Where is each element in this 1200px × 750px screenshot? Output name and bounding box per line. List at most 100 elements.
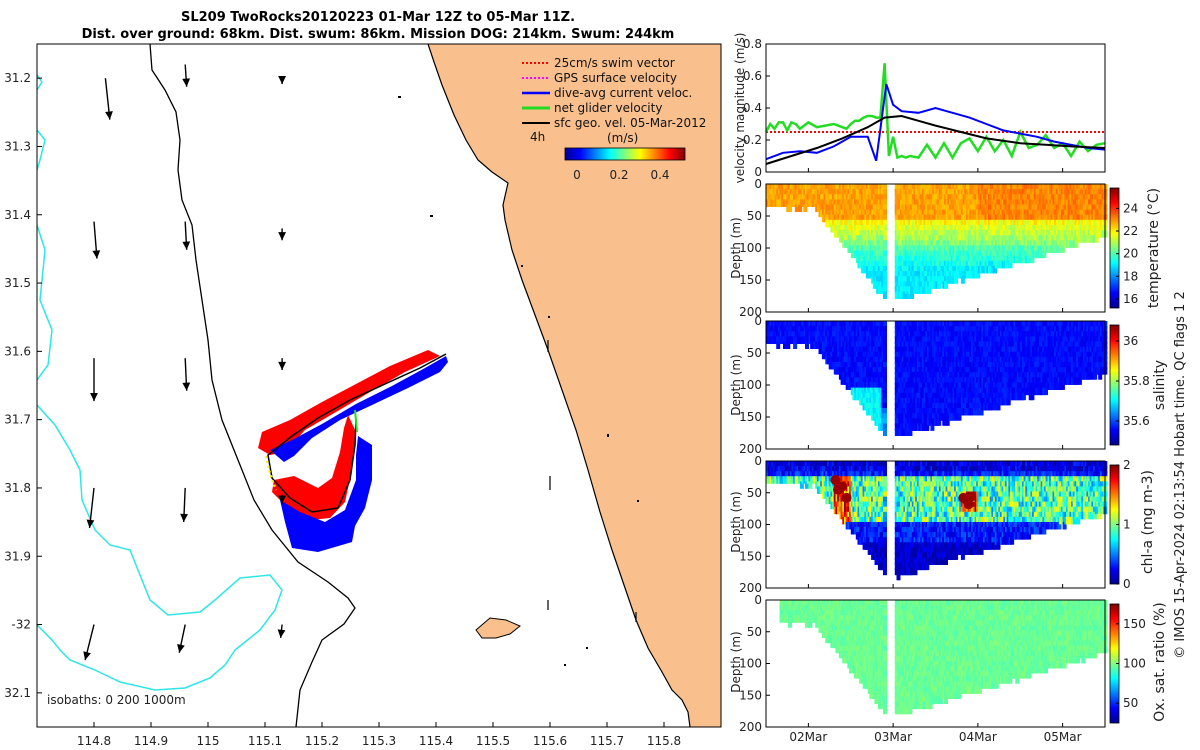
section-cell: [1005, 260, 1009, 269]
track-red-loop: [272, 415, 356, 520]
section-cell: [883, 281, 887, 289]
section-cell: [883, 225, 887, 233]
velocity-series-line: [765, 114, 1106, 165]
velocity-y-axis: 00.20.40.60.8: [743, 37, 1064, 179]
section-cell: [883, 240, 887, 248]
section-cell: [803, 204, 808, 212]
section-cell: [883, 219, 887, 228]
geo-vector-head: [278, 495, 287, 504]
section-cell: [976, 271, 981, 279]
geo-vector-head: [278, 232, 287, 241]
section-cell: [883, 184, 887, 192]
section-cell: [798, 204, 803, 212]
land-area: [428, 44, 721, 727]
geo-vector-head: [277, 629, 286, 638]
track-blue-fringe: [270, 356, 448, 462]
velocity-ylabel: velocity magnitude (m/s): [733, 33, 747, 184]
map-y-tick-label: 31.5: [4, 276, 31, 290]
geo-vector-head: [180, 513, 188, 523]
time-scale-label: 4h: [530, 130, 545, 144]
section-cell: [883, 199, 887, 207]
section-cell: [954, 276, 959, 284]
colorbar-tick-label: 22: [1123, 224, 1138, 238]
map-y-tick-label: 31.7: [4, 413, 31, 427]
velocity-y-tick-label: 0: [754, 165, 762, 179]
velocity-panel: 00.20.40.60.8 velocity magnitude (m/s): [733, 33, 1106, 184]
section-cell: [883, 271, 887, 279]
map-x-tick-label: 114.8: [77, 734, 111, 748]
gps-markers: [264, 455, 278, 491]
legend-swim-vector: 25cm/s swim vector: [554, 56, 675, 70]
map-y-tick-label: 31.3: [4, 139, 31, 153]
map-colorbar-tick-1: 0.2: [609, 168, 628, 182]
section-cell: [1008, 260, 1013, 269]
figure-title-line1: SL209 TwoRocks20120223 01-Mar 12Z to 05-…: [181, 10, 575, 25]
section-cell: [927, 286, 931, 294]
net-track-line: [267, 353, 447, 513]
figure-title-line2: Dist. over ground: 68km. Dist. swum: 86k…: [82, 27, 675, 42]
geo-vector-head: [90, 393, 98, 402]
island: [475, 617, 521, 639]
section-cell: [883, 204, 887, 212]
map-colorbar-unit: (m/s): [607, 131, 638, 145]
map-x-tick-label: 115.7: [590, 734, 624, 748]
geo-velocity-vectors: [83, 64, 637, 661]
geo-vector-head: [86, 519, 95, 528]
map-colorbar-tick-0: 0: [573, 168, 581, 182]
map-y-tick-label: 31.6: [4, 344, 31, 358]
section-cell: [883, 194, 887, 202]
section-cell: [883, 235, 887, 243]
section-cell: [883, 189, 887, 197]
velocity-series-line: [764, 63, 1106, 161]
section-cell: [883, 286, 887, 294]
map-y-tick-label: 32.1: [4, 686, 31, 700]
map-y-tick-label: 31.2: [4, 71, 31, 85]
map-x-tick-label: 115: [197, 734, 220, 748]
net-glider-tick: [354, 409, 358, 433]
map-legend: 25cm/s swim vector GPS surface velocity …: [522, 56, 706, 182]
map-x-tick-label: 115.4: [419, 734, 453, 748]
geo-vector-head: [105, 111, 113, 120]
section-cell: [1027, 255, 1031, 264]
section-cell: [1060, 245, 1065, 253]
velocity-y-tick-label: 0.6: [743, 69, 762, 83]
section-cell: [883, 250, 887, 259]
geo-vector-head: [278, 75, 287, 85]
section-cell: [903, 291, 908, 299]
section-cell: [883, 276, 887, 284]
velocity-series-line: [765, 83, 1106, 162]
section-y-tick-label: 50: [747, 209, 762, 223]
section-cell: [883, 255, 887, 264]
track-blue-loop: [280, 436, 372, 552]
small-islets: [398, 96, 639, 666]
section-cell: [788, 204, 792, 212]
section-cell: [960, 276, 965, 284]
velocity-y-tick-label: 0.4: [743, 101, 762, 115]
section-y-tick-label: 0: [754, 177, 762, 191]
map-y-tick-label: 31.8: [4, 481, 31, 495]
colorbar-tick-label: 18: [1123, 269, 1138, 283]
colorbar-tick-label: 20: [1123, 247, 1138, 261]
map-y-tick-label: 31.4: [4, 208, 31, 222]
section-cell: [910, 291, 915, 299]
legend-gps-velocity: GPS surface velocity: [554, 71, 677, 85]
map-x-tick-label: 115.5: [476, 734, 510, 748]
map-x-tick-label: 114.9: [134, 734, 168, 748]
map-y-tick-label: 31.9: [4, 549, 31, 563]
section-cell: [883, 260, 887, 269]
section-cell: [883, 214, 887, 223]
colorbar-tick-label: 16: [1123, 292, 1138, 306]
map-x-tick-label: 115.1: [248, 734, 282, 748]
geo-vector-head: [182, 382, 191, 391]
isobath-1000m: [37, 74, 283, 691]
geo-vector-head: [92, 250, 101, 259]
section-cell: [1042, 250, 1047, 259]
map-x-axis: 114.8 114.9 115 115.1 115.2 115.3 115.4 115.5 11…: [77, 722, 681, 748]
geo-vector-head: [182, 241, 191, 250]
section-cell: [1074, 240, 1079, 248]
legend-net-glider: net glider velocity: [554, 101, 662, 115]
